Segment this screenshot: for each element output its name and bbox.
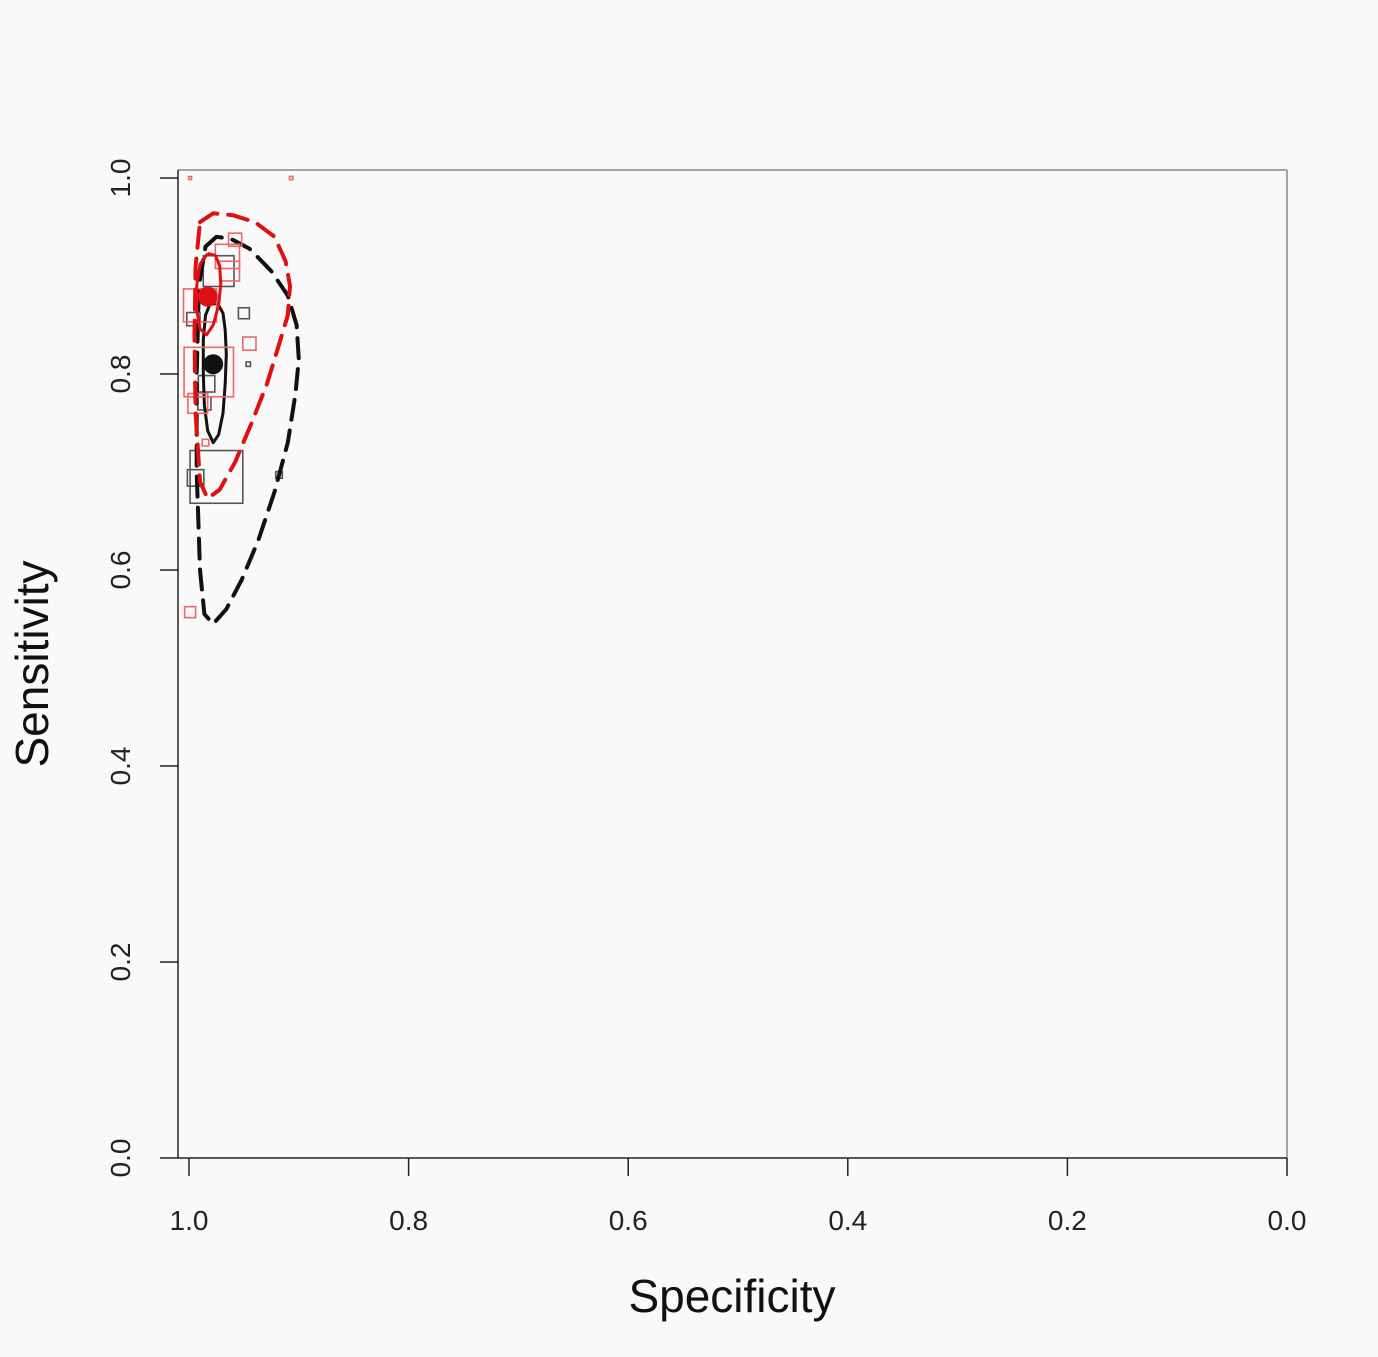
x-tick-label: 0.2 — [1048, 1205, 1087, 1236]
study-marker — [187, 392, 209, 415]
x-axis-ticks: 1.0 0.8 0.6 0.4 0.2 0.0 — [170, 1158, 1307, 1236]
study-marker — [242, 336, 257, 352]
x-tick-label: 0.6 — [609, 1205, 648, 1236]
prediction-region — [192, 211, 292, 501]
study-marker — [183, 605, 197, 619]
study-marker — [227, 232, 243, 248]
study-marker — [189, 449, 244, 505]
y-tick-label: 0.4 — [105, 747, 136, 786]
summary-point — [197, 286, 218, 307]
x-tick-label: 0.0 — [1268, 1205, 1307, 1236]
series-red — [182, 175, 294, 619]
y-tick-label: 1.0 — [105, 159, 136, 198]
confidence-region — [195, 252, 223, 337]
plot-area — [182, 175, 301, 626]
study-marker — [201, 438, 210, 447]
x-axis-title: Specificity — [628, 1270, 835, 1322]
x-tick-label: 0.8 — [389, 1205, 428, 1236]
study-marker — [237, 306, 251, 320]
y-tick-label: 0.8 — [105, 355, 136, 394]
study-marker — [187, 175, 193, 181]
study-marker — [245, 361, 252, 368]
y-tick-label: 0.0 — [105, 1139, 136, 1178]
y-tick-label: 0.2 — [105, 943, 136, 982]
y-axis-title: Sensitivity — [6, 560, 58, 767]
study-marker — [288, 175, 294, 181]
study-marker — [183, 346, 235, 398]
x-tick-label: 0.4 — [828, 1205, 867, 1236]
y-axis-ticks: 0.0 0.2 0.4 0.6 0.8 1.0 — [105, 159, 178, 1178]
prediction-region — [194, 234, 301, 626]
x-tick-label: 1.0 — [170, 1205, 209, 1236]
confidence-region — [201, 301, 228, 445]
y-tick-label: 0.6 — [105, 551, 136, 590]
series-black — [186, 234, 301, 626]
summary-point — [203, 354, 224, 375]
